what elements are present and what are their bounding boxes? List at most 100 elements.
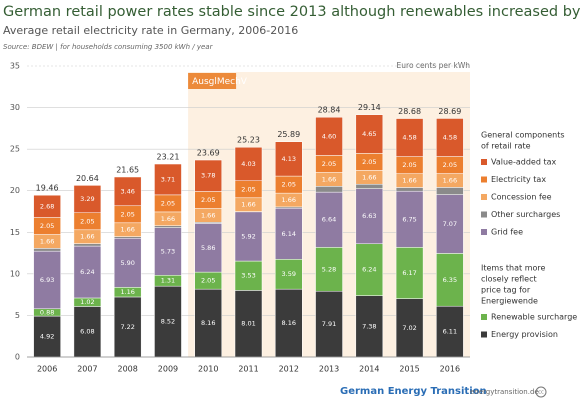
- bar-segment: [73, 245, 102, 299]
- bar-segment: [194, 288, 222, 358]
- value-label: 5.86: [201, 244, 215, 252]
- legend-heading: of retail rate: [481, 142, 531, 151]
- y-tick-label: 15: [10, 228, 20, 237]
- unit-label: Euro cents per kWh: [397, 61, 471, 70]
- value-label: 4.13: [282, 155, 296, 163]
- value-label: 3.59: [282, 270, 296, 278]
- value-label: 2.68: [40, 202, 54, 210]
- footer-site: energytransition.de: [470, 388, 539, 396]
- x-tick-label: 2010: [198, 365, 218, 374]
- bar-segment: [154, 163, 182, 196]
- y-tick-label: 20: [10, 186, 20, 195]
- value-label: 1.66: [120, 226, 134, 234]
- bar-segment: [395, 190, 424, 248]
- footer-brand: German Energy Transition: [340, 386, 487, 397]
- value-label: 6.14: [282, 230, 296, 238]
- value-label: 2.05: [402, 161, 416, 169]
- legend-heading: price tag for: [481, 286, 531, 295]
- value-label: 2.05: [443, 161, 457, 169]
- bar-segment: [33, 250, 61, 310]
- bar-segment: [194, 223, 222, 273]
- legend-swatch: [481, 176, 487, 183]
- value-label: 3.71: [161, 175, 175, 183]
- bar-segment: [355, 114, 384, 154]
- value-label: 0.88: [40, 308, 54, 316]
- value-label: 4.92: [40, 333, 54, 341]
- legend-swatch: [481, 211, 487, 218]
- value-label: 8.01: [241, 320, 255, 328]
- bar-segment: [154, 227, 182, 276]
- bar-segment: [315, 247, 343, 292]
- legend-label: Electricity tax: [491, 175, 546, 184]
- source: Source: BDEW | for households consuming …: [3, 43, 214, 51]
- annotation-tab: [188, 73, 237, 89]
- total-label: 25.23: [237, 136, 260, 145]
- value-label: 1.16: [120, 288, 134, 296]
- legend-heading: General components: [481, 131, 565, 140]
- bar-segment: [355, 295, 384, 358]
- value-label: 6.35: [443, 276, 457, 284]
- legend-label: Value-added tax: [491, 158, 556, 167]
- value-label: 7.22: [120, 323, 134, 331]
- value-label: 1.31: [161, 277, 175, 285]
- value-label: 1.66: [80, 233, 94, 241]
- bar-segment: [436, 253, 464, 307]
- value-label: 3.29: [80, 195, 94, 203]
- value-label: 7.91: [322, 320, 336, 328]
- legend-swatch: [481, 194, 487, 200]
- bar-segment: [355, 183, 384, 189]
- value-label: 1.66: [40, 237, 54, 245]
- value-label: 6.08: [80, 328, 94, 336]
- total-label: 20.64: [76, 174, 99, 183]
- x-tick-label: 2009: [158, 365, 178, 374]
- value-label: 6.17: [402, 269, 416, 277]
- value-label: 1.02: [80, 298, 94, 306]
- bar-segment: [234, 211, 263, 262]
- x-tick-label: 2016: [440, 365, 460, 374]
- legend-swatch: [481, 229, 487, 235]
- value-label: 5.73: [161, 247, 175, 255]
- value-label: 5.90: [120, 259, 134, 267]
- value-label: 6.24: [362, 266, 376, 274]
- legend-swatch: [481, 159, 487, 165]
- value-label: 6.63: [362, 212, 376, 220]
- value-label: 3.46: [120, 187, 134, 195]
- bar-segment: [395, 118, 424, 157]
- value-label: 2.05: [161, 199, 175, 207]
- value-label: 1.66: [402, 177, 416, 185]
- x-tick-label: 2013: [319, 365, 339, 374]
- x-tick-label: 2008: [118, 365, 138, 374]
- bar-segment: [33, 248, 61, 252]
- bar-segment: [436, 187, 464, 195]
- bar-segment: [154, 225, 182, 228]
- value-label: 5.28: [322, 265, 336, 273]
- bar-segment: [73, 306, 102, 358]
- value-label: 2.05: [201, 277, 215, 285]
- value-label: 8.16: [201, 319, 215, 327]
- total-label: 28.69: [438, 107, 461, 116]
- bar-segment: [315, 116, 343, 156]
- bar-segment: [234, 290, 263, 358]
- bar-segment: [395, 298, 424, 358]
- license-icon: cc: [535, 386, 547, 398]
- bar-segment: [234, 260, 263, 291]
- total-label: 19.46: [36, 184, 59, 193]
- bar-segment: [113, 296, 142, 358]
- value-label: 1.66: [241, 201, 255, 209]
- value-label: 7.38: [362, 322, 376, 330]
- bar-segment: [154, 285, 182, 358]
- bar-segment: [73, 185, 102, 213]
- value-label: 1.66: [362, 173, 376, 181]
- value-label: 8.16: [282, 319, 296, 327]
- bar-segment: [113, 238, 142, 288]
- value-label: 6.24: [80, 268, 94, 276]
- total-label: 23.69: [197, 149, 220, 158]
- value-label: 4.03: [241, 160, 255, 168]
- bar-segment: [275, 141, 303, 177]
- annotation-label: AusglMechV: [192, 77, 248, 87]
- bar-segment: [395, 247, 424, 299]
- legend-heading: Energiewende: [481, 297, 538, 306]
- bar-segment: [275, 259, 303, 290]
- value-label: 4.58: [443, 134, 457, 142]
